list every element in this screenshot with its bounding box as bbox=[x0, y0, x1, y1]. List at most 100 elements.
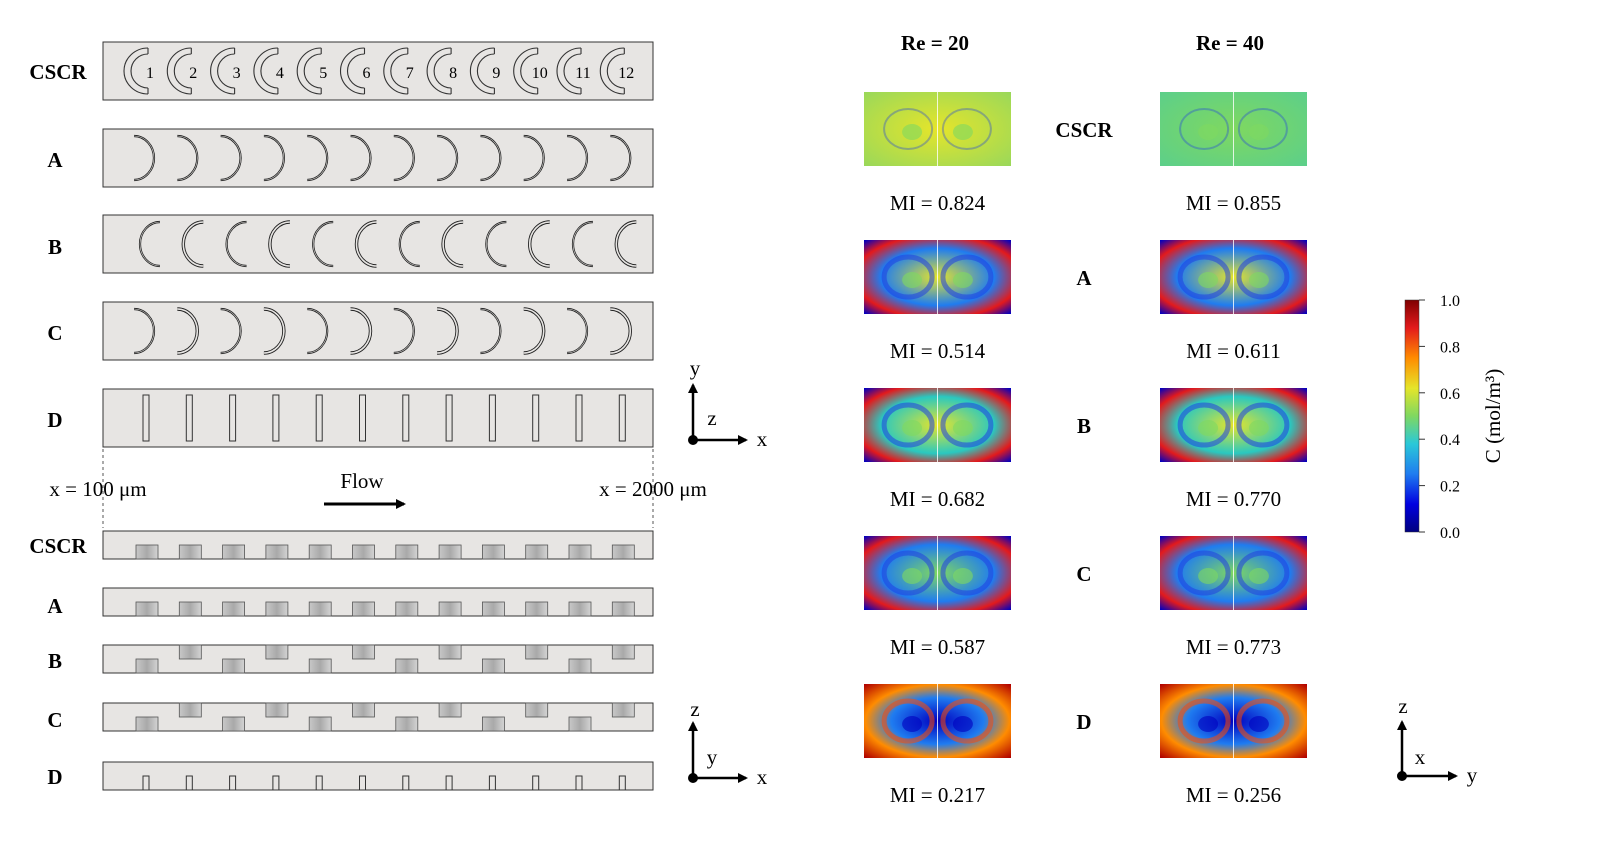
rib-arc-inner bbox=[442, 221, 464, 267]
mixing-index-label: MI = 0.256 bbox=[1186, 783, 1281, 807]
colorbar-tick-label: 0.4 bbox=[1440, 432, 1460, 449]
rib-number: 4 bbox=[276, 65, 284, 82]
contour-swirl bbox=[1236, 254, 1290, 300]
axis-right-right-label: y bbox=[1467, 763, 1478, 787]
contour-swirl bbox=[881, 550, 935, 596]
side-rib bbox=[178, 544, 202, 560]
colorbar-tick-label: 0.2 bbox=[1440, 479, 1460, 496]
rib-arc-inner bbox=[220, 308, 241, 354]
mixing-index-label: MI = 0.514 bbox=[890, 339, 986, 363]
axes-top: y z x bbox=[688, 356, 768, 451]
rib-arc-inner bbox=[177, 135, 198, 181]
side-rib bbox=[438, 644, 462, 660]
side-rib bbox=[308, 658, 332, 674]
contour-swirl bbox=[881, 254, 935, 300]
contour-vortex bbox=[1248, 568, 1269, 584]
rib-number: 3 bbox=[233, 65, 241, 82]
row-label: D bbox=[1076, 710, 1091, 734]
mixing-index-label: MI = 0.855 bbox=[1186, 191, 1281, 215]
rib-arc-inner bbox=[399, 221, 420, 267]
side-rib-thin bbox=[532, 775, 540, 791]
channel-side-d bbox=[102, 761, 654, 791]
side-rib bbox=[568, 544, 592, 560]
axis-top-right-label: x bbox=[757, 427, 768, 451]
colorbar-tick-label: 0.0 bbox=[1440, 525, 1460, 542]
side-rib bbox=[568, 601, 592, 617]
contour-vortex bbox=[902, 124, 923, 140]
side-rib bbox=[395, 716, 419, 732]
contour-swirl bbox=[1177, 402, 1231, 448]
cscr-rib bbox=[469, 47, 495, 95]
side-rib-thin bbox=[618, 775, 626, 791]
rib-arc-inner bbox=[486, 221, 507, 267]
d-rib bbox=[142, 394, 150, 442]
cscr-rib bbox=[426, 47, 452, 95]
rib-arc-inner bbox=[350, 135, 371, 181]
colorbar-gradient bbox=[1404, 299, 1420, 533]
side-rib bbox=[178, 702, 202, 718]
side-rib bbox=[611, 601, 635, 617]
rib-number: 5 bbox=[319, 65, 327, 82]
mixing-index-label: MI = 0.770 bbox=[1186, 487, 1281, 511]
side-rib-thin bbox=[142, 775, 150, 791]
side-rib bbox=[352, 644, 375, 660]
top-label-b: B bbox=[48, 235, 62, 259]
side-rib bbox=[525, 644, 549, 660]
cscr-rib bbox=[296, 47, 322, 95]
top-label-a: A bbox=[47, 148, 63, 172]
mixing-index-label: MI = 0.824 bbox=[890, 191, 986, 215]
colorbar-tick-label: 1.0 bbox=[1440, 293, 1460, 310]
contour-vortex bbox=[952, 568, 973, 584]
side-rib bbox=[178, 601, 202, 617]
side-view-panel: CSCR A B C D bbox=[29, 530, 654, 791]
rib-arc-inner bbox=[610, 135, 631, 181]
axis-bottom-center-label: y bbox=[707, 745, 718, 769]
side-rib bbox=[481, 601, 505, 617]
rib-arc-inner bbox=[177, 308, 199, 354]
side-rib bbox=[135, 544, 159, 560]
side-rib bbox=[481, 544, 505, 560]
axis-right-up-label: z bbox=[1398, 694, 1407, 718]
contour-swirl bbox=[940, 402, 994, 448]
colorbar: 1.0 0.8 0.6 0.4 0.2 0.0 C (mol/m³) bbox=[1404, 293, 1505, 542]
mixing-index-label: MI = 0.217 bbox=[890, 783, 985, 807]
cscr-rib bbox=[599, 47, 625, 95]
colorbar-tick-label: 0.6 bbox=[1440, 386, 1460, 403]
rib-arc-inner bbox=[355, 221, 377, 267]
x-end-label: x = 2000 μm bbox=[599, 477, 707, 501]
contour-swirl bbox=[940, 698, 994, 744]
d-rib bbox=[532, 394, 540, 442]
rib-arc-inner bbox=[307, 308, 328, 354]
d-ribs bbox=[142, 394, 626, 442]
d-rib bbox=[315, 394, 323, 442]
rib-arc-inner bbox=[437, 135, 458, 181]
rib-number: 6 bbox=[363, 65, 371, 82]
rib-number: 9 bbox=[492, 65, 500, 82]
top-view-c: C bbox=[47, 301, 654, 361]
side-ribs-c bbox=[135, 702, 635, 732]
rib-arc-inner bbox=[480, 135, 501, 181]
d-rib bbox=[618, 394, 626, 442]
side-rib-thin bbox=[575, 775, 583, 791]
side-rib-thin bbox=[315, 775, 323, 791]
side-rib bbox=[135, 658, 159, 674]
d-rib bbox=[445, 394, 453, 442]
rib-arc-inner bbox=[480, 308, 501, 354]
rib-arc-inner bbox=[133, 135, 155, 181]
channel-top-c bbox=[102, 301, 654, 361]
colorbar-tick-label: 0.8 bbox=[1440, 339, 1460, 356]
side-rib bbox=[438, 601, 462, 617]
mixing-index-label: MI = 0.682 bbox=[890, 487, 985, 511]
channel-top-a bbox=[102, 128, 654, 188]
rib-arc-inner bbox=[393, 135, 415, 181]
side-ribs-b bbox=[135, 644, 635, 674]
axis-bottom-right-label: x bbox=[757, 765, 768, 789]
side-rib bbox=[352, 544, 375, 560]
contour-vortex bbox=[902, 420, 923, 436]
d-rib bbox=[402, 394, 410, 442]
axes-bottom: z y x bbox=[688, 697, 768, 789]
side-rib bbox=[438, 702, 462, 718]
side-rib bbox=[265, 601, 289, 617]
side-ribs-a bbox=[135, 601, 635, 617]
